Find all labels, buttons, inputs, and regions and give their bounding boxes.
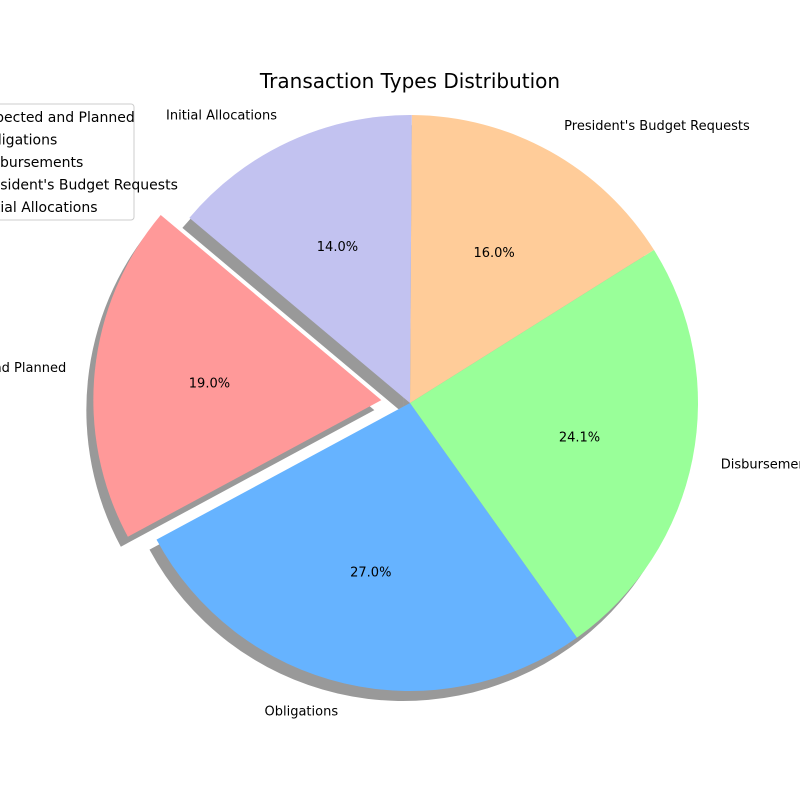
percent-label-president-s-budget-requests: 16.0% [473, 246, 514, 261]
percent-labels: 19.0% 27.0% 24.1% 16.0% 14.0% [189, 240, 600, 580]
slice-label-initial-allocations: Initial Allocations [166, 108, 277, 123]
slice-obligations [156, 403, 577, 691]
legend-entry-expected-and-planned: Expected and Planned [0, 110, 135, 126]
slices [93, 114, 698, 691]
percent-label-obligations: 27.0% [350, 565, 391, 580]
legend-frame [0, 103, 135, 221]
legend: Expected and Planned Obligations Disbursem… [0, 103, 178, 221]
slice-label-expected-and-planned: Expected and Planned [0, 361, 66, 376]
legend-entry-initial-allocations: Initial Allocations [0, 200, 98, 216]
percent-label-initial-allocations: 14.0% [317, 240, 358, 255]
slice-expected-and-planned [93, 214, 382, 537]
slice-disbursements [410, 249, 698, 638]
slice-label-disbursements: Disbursements [721, 458, 800, 473]
slice-label-president-s-budget-requests: President's Budget Requests [564, 119, 750, 134]
percent-label-disbursements: 24.1% [559, 431, 600, 446]
legend-entry-disbursements: Disbursements [0, 155, 83, 171]
legend-entry-president-s-budget-requests: President's Budget Requests [0, 178, 178, 194]
percent-label-expected-and-planned: 19.0% [189, 377, 230, 392]
slice-initial-allocations [189, 114, 412, 403]
slice-president-s-budget-requests [410, 115, 654, 403]
legend-entry-obligations: Obligations [0, 133, 57, 149]
slice-label-obligations: Obligations [264, 705, 338, 720]
slice-labels: Expected and Planned Obligations Disbursem… [0, 108, 800, 719]
chart-title: Transaction Types Distribution [259, 69, 560, 93]
